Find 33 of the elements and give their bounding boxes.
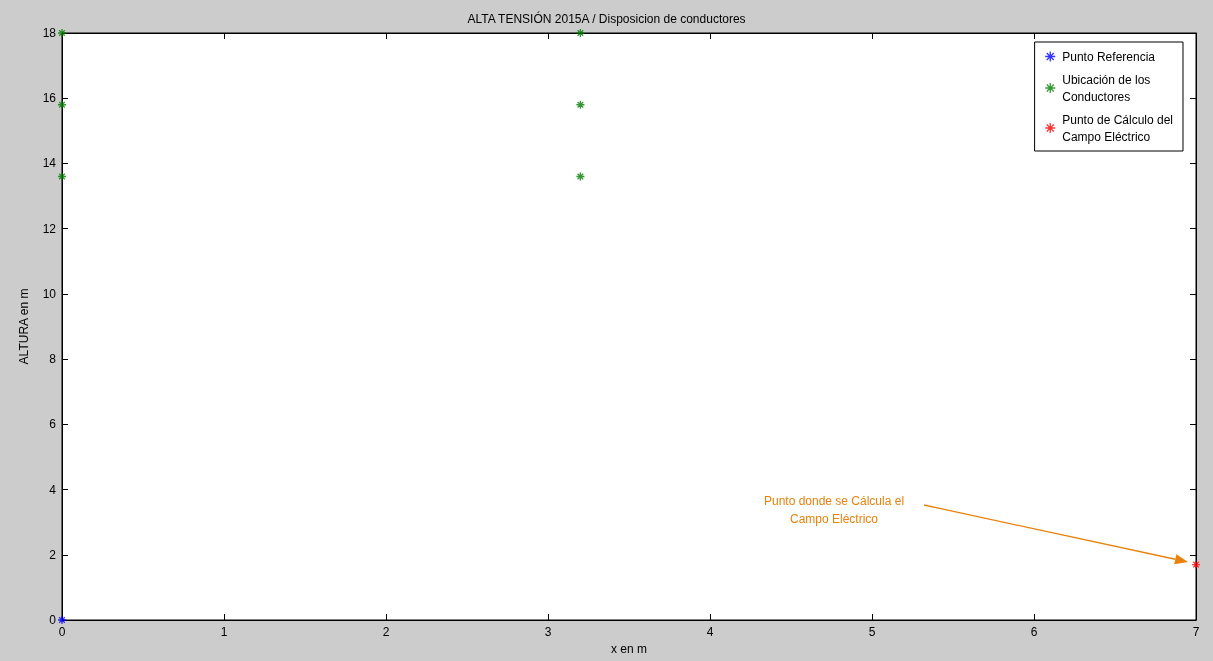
y-tick-label: 10 bbox=[42, 286, 57, 301]
y-tick-label: 14 bbox=[42, 156, 57, 171]
y-tick-label: 18 bbox=[42, 26, 57, 40]
legend-label: Ubicación de los Conductores bbox=[1062, 72, 1151, 104]
x-tick-label: 0 bbox=[58, 625, 66, 639]
point bbox=[575, 171, 586, 182]
chart-title: ALTA TENSIÓN 2015A / Disposicion de conductores bbox=[467, 11, 746, 26]
y-tick-label: 8 bbox=[49, 352, 57, 367]
y-tick-label: 6 bbox=[49, 417, 57, 432]
y-tick-label: 4 bbox=[49, 482, 57, 497]
y-tick-label: 16 bbox=[42, 91, 57, 106]
x-tick-label: 5 bbox=[868, 625, 876, 639]
legend-label: Punto de Cálculo del Campo Eléctrico bbox=[1062, 112, 1174, 144]
x-tick-label: 2 bbox=[382, 625, 390, 639]
y-tick-label: 12 bbox=[42, 221, 57, 236]
x-tick-label: 7 bbox=[1192, 625, 1200, 639]
x-tick-label: 3 bbox=[544, 625, 552, 639]
y-tick-label: 2 bbox=[49, 547, 57, 562]
point bbox=[57, 28, 67, 38]
x-tick-label: 1 bbox=[220, 625, 228, 639]
point bbox=[1191, 559, 1201, 570]
legend-label: Punto Referencia bbox=[1062, 49, 1156, 64]
y-tick-label: 0 bbox=[49, 613, 57, 627]
y-axis-title: ALTURA en m bbox=[17, 288, 31, 365]
x-tick-label: 4 bbox=[706, 625, 714, 639]
point bbox=[575, 28, 586, 38]
point bbox=[57, 171, 67, 182]
point bbox=[57, 100, 67, 110]
point bbox=[57, 615, 67, 625]
point bbox=[575, 100, 586, 110]
x-axis-title: x en m bbox=[610, 641, 648, 656]
annotation: Punto donde se Cálcula el Campo Eléctrico bbox=[763, 494, 905, 526]
x-tick-label: 6 bbox=[1030, 625, 1038, 639]
